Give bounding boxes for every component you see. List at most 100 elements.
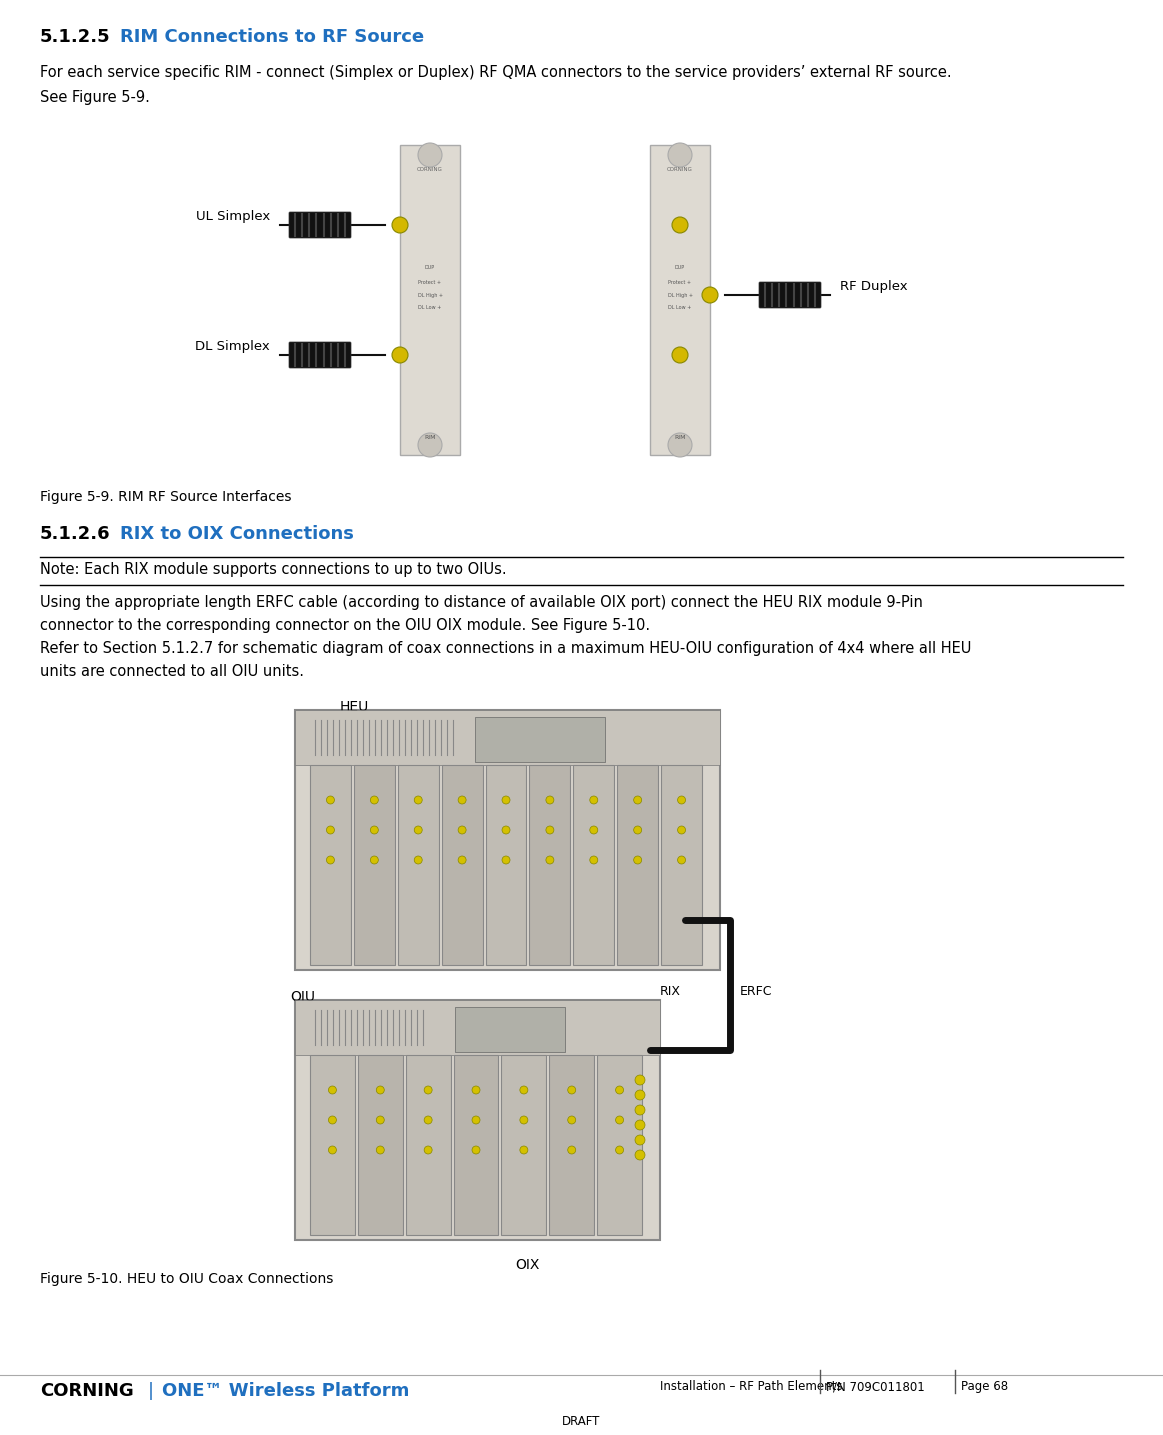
Text: 5.1.2.5: 5.1.2.5: [40, 29, 110, 46]
Circle shape: [678, 827, 685, 834]
FancyBboxPatch shape: [501, 1055, 547, 1236]
Text: DL Simplex: DL Simplex: [195, 340, 270, 353]
Text: Protect +: Protect +: [669, 280, 692, 286]
FancyBboxPatch shape: [311, 765, 351, 964]
FancyBboxPatch shape: [618, 765, 658, 964]
FancyBboxPatch shape: [288, 212, 351, 238]
FancyBboxPatch shape: [295, 1000, 659, 1055]
Circle shape: [590, 857, 598, 864]
Circle shape: [520, 1147, 528, 1154]
Text: Using the appropriate length ERFC cable (according to distance of available OIX : Using the appropriate length ERFC cable …: [40, 596, 923, 610]
Circle shape: [635, 1135, 645, 1145]
FancyBboxPatch shape: [759, 283, 821, 309]
Text: RIX to OIX Connections: RIX to OIX Connections: [120, 525, 354, 542]
Circle shape: [520, 1116, 528, 1124]
Text: CORNING: CORNING: [40, 1382, 134, 1401]
Text: DL Low +: DL Low +: [669, 306, 692, 310]
Text: connector to the corresponding connector on the OIU OIX module. See Figure 5-10.: connector to the corresponding connector…: [40, 618, 650, 633]
Text: RIM: RIM: [424, 435, 436, 441]
Circle shape: [472, 1086, 480, 1093]
Text: Figure 5-9. RIM RF Source Interfaces: Figure 5-9. RIM RF Source Interfaces: [40, 489, 292, 504]
Text: RIM: RIM: [675, 435, 686, 441]
Circle shape: [328, 1147, 336, 1154]
Circle shape: [370, 857, 378, 864]
FancyBboxPatch shape: [295, 710, 720, 970]
Text: P/N 709C011801: P/N 709C011801: [826, 1380, 925, 1393]
Text: |: |: [148, 1382, 154, 1401]
Circle shape: [635, 1105, 645, 1115]
FancyBboxPatch shape: [573, 765, 614, 964]
Circle shape: [377, 1116, 384, 1124]
FancyBboxPatch shape: [358, 1055, 402, 1236]
Circle shape: [327, 857, 335, 864]
Circle shape: [568, 1116, 576, 1124]
Text: Installation – RF Path Elements: Installation – RF Path Elements: [659, 1380, 842, 1393]
Circle shape: [545, 796, 554, 804]
Circle shape: [635, 1149, 645, 1159]
Circle shape: [458, 796, 466, 804]
Circle shape: [418, 433, 442, 456]
Circle shape: [472, 1116, 480, 1124]
Circle shape: [590, 796, 598, 804]
Circle shape: [328, 1086, 336, 1093]
Circle shape: [672, 347, 688, 363]
Circle shape: [615, 1116, 623, 1124]
Circle shape: [424, 1086, 433, 1093]
Circle shape: [327, 796, 335, 804]
Circle shape: [672, 217, 688, 232]
Text: DL High +: DL High +: [668, 293, 692, 298]
Circle shape: [634, 796, 642, 804]
FancyBboxPatch shape: [661, 765, 702, 964]
Circle shape: [370, 827, 378, 834]
Text: DL Low +: DL Low +: [419, 306, 442, 310]
Circle shape: [377, 1086, 384, 1093]
Circle shape: [520, 1086, 528, 1093]
FancyBboxPatch shape: [398, 765, 438, 964]
FancyBboxPatch shape: [400, 145, 461, 455]
Text: CORNING: CORNING: [668, 166, 693, 172]
Text: DUP: DUP: [424, 265, 435, 270]
Circle shape: [668, 144, 692, 166]
Circle shape: [678, 796, 685, 804]
Circle shape: [590, 827, 598, 834]
Circle shape: [634, 857, 642, 864]
Text: OIU: OIU: [290, 990, 315, 1004]
Circle shape: [568, 1147, 576, 1154]
FancyBboxPatch shape: [475, 718, 605, 762]
Text: UL Simplex: UL Simplex: [195, 210, 270, 222]
Text: ERFC: ERFC: [740, 984, 772, 997]
Text: HEU: HEU: [340, 700, 369, 715]
FancyBboxPatch shape: [597, 1055, 642, 1236]
Text: For each service specific RIM - connect (Simplex or Duplex) RF QMA connectors to: For each service specific RIM - connect …: [40, 65, 951, 80]
FancyBboxPatch shape: [486, 765, 527, 964]
Text: RF Duplex: RF Duplex: [840, 280, 907, 293]
Circle shape: [635, 1075, 645, 1085]
Circle shape: [328, 1116, 336, 1124]
Circle shape: [392, 347, 408, 363]
Text: DUP: DUP: [675, 265, 685, 270]
FancyBboxPatch shape: [295, 1000, 659, 1240]
Text: Protect +: Protect +: [419, 280, 442, 286]
Circle shape: [458, 857, 466, 864]
Circle shape: [424, 1147, 433, 1154]
Text: DL High +: DL High +: [418, 293, 442, 298]
Circle shape: [414, 796, 422, 804]
Text: ONE™ Wireless Platform: ONE™ Wireless Platform: [162, 1382, 409, 1401]
FancyBboxPatch shape: [288, 342, 351, 367]
FancyBboxPatch shape: [311, 1055, 355, 1236]
Circle shape: [678, 857, 685, 864]
Text: See Figure 5-9.: See Figure 5-9.: [40, 90, 150, 105]
Circle shape: [327, 827, 335, 834]
Circle shape: [370, 796, 378, 804]
Circle shape: [702, 287, 718, 303]
Text: OIX: OIX: [515, 1258, 540, 1271]
Circle shape: [458, 827, 466, 834]
Circle shape: [502, 827, 511, 834]
Text: RIX: RIX: [659, 984, 682, 997]
Circle shape: [668, 433, 692, 456]
FancyBboxPatch shape: [406, 1055, 450, 1236]
Text: Page 68: Page 68: [961, 1380, 1008, 1393]
Circle shape: [414, 827, 422, 834]
Circle shape: [615, 1086, 623, 1093]
Text: 5.1.2.6: 5.1.2.6: [40, 525, 110, 542]
